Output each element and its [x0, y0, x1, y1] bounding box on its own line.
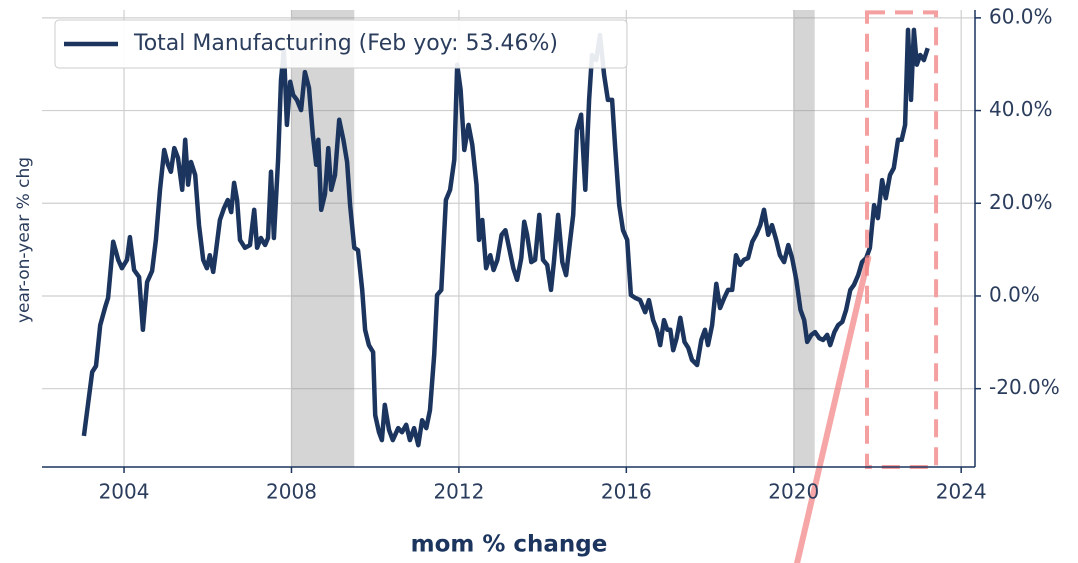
x-tick-label: 2004: [99, 480, 150, 504]
y-axis-label: year-on-year % chg: [14, 157, 34, 323]
y-tick-label: 20.0%: [989, 190, 1053, 214]
legend-box: [54, 19, 628, 69]
x-tick-label: 2012: [433, 480, 484, 504]
y-tick-label: 60.0%: [989, 4, 1053, 28]
x-tick-label: 2024: [936, 480, 987, 504]
x-tick-label: 2008: [266, 480, 317, 504]
y-tick-label: 40.0%: [989, 97, 1053, 121]
highlight-box: [865, 10, 939, 469]
recession-band: [291, 10, 355, 467]
data-line: [81, 27, 930, 448]
x-tick-label: 2016: [601, 480, 652, 504]
trend-line: [794, 254, 872, 563]
y-tick-label: -20.0%: [989, 375, 1060, 399]
x-axis-label: mom % change: [411, 532, 608, 558]
recession-band: [793, 10, 815, 467]
legend-label: Total Manufacturing (Feb yoy: 53.46%): [133, 31, 558, 56]
x-tick-label: 2020: [768, 480, 819, 504]
y-tick-label: 0.0%: [989, 282, 1040, 306]
